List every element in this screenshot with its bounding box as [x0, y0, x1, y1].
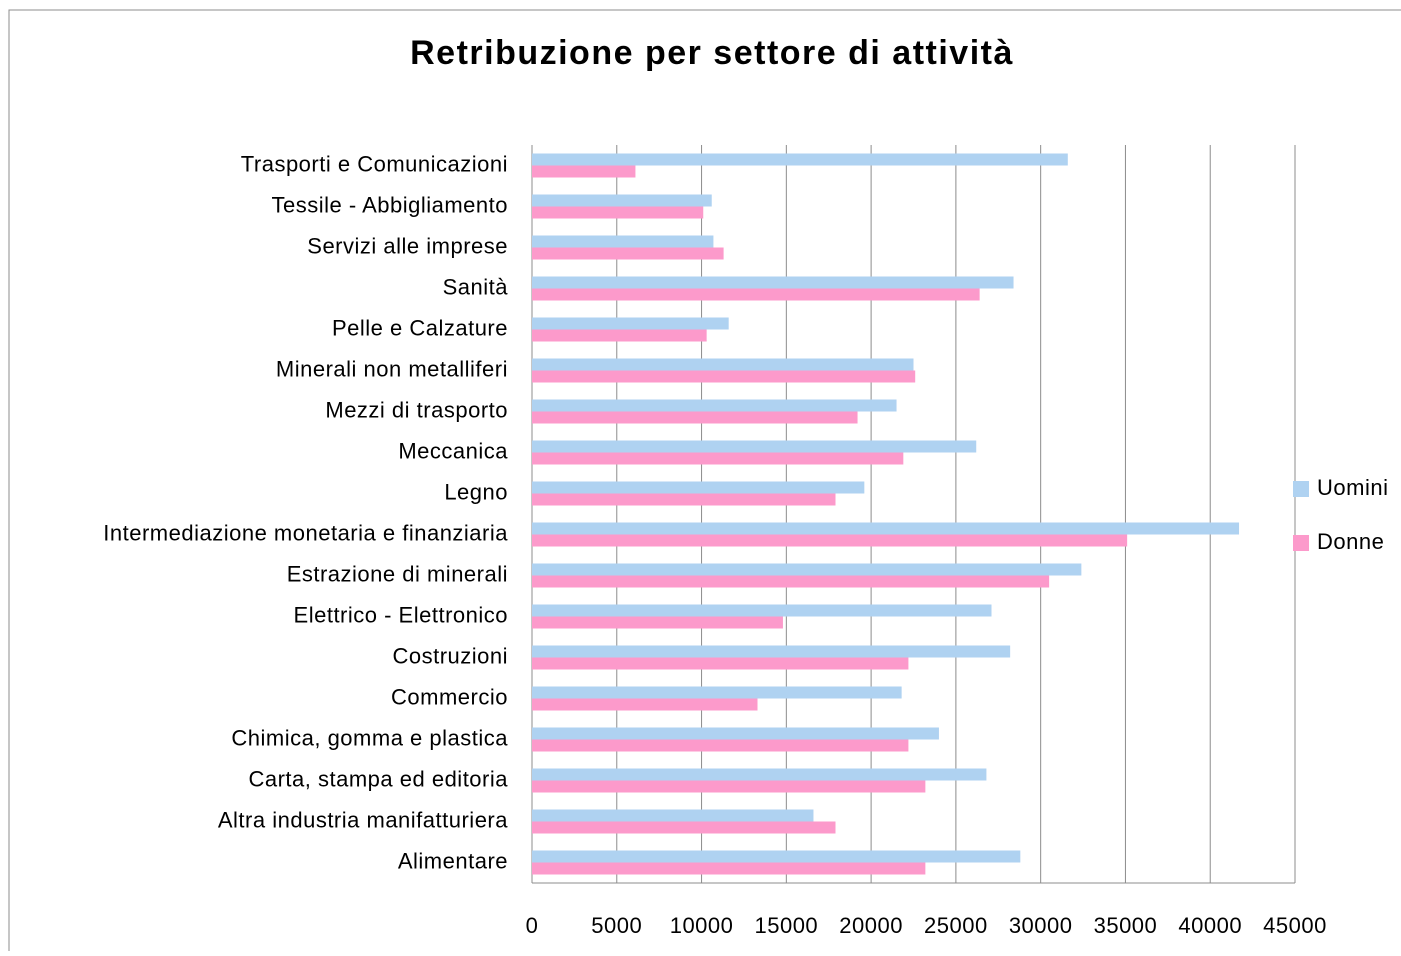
bar [532, 440, 977, 453]
bar [532, 604, 992, 617]
x-tick-label: 40000 [1178, 913, 1242, 938]
x-tick-label: 15000 [754, 913, 818, 938]
y-tick-label: Carta, stampa ed editoria [248, 766, 508, 791]
bar [532, 288, 980, 301]
y-tick-label: Servizi alle imprese [307, 233, 508, 258]
bar [532, 727, 939, 740]
bar [532, 768, 987, 781]
bar [532, 780, 926, 793]
y-tick-label: Meccanica [398, 438, 508, 463]
bar [532, 563, 1082, 576]
bar [532, 247, 724, 260]
y-tick-label: Trasporti e Comunicazioni [241, 151, 508, 176]
x-tick-label: 30000 [1009, 913, 1073, 938]
x-tick-label: 20000 [839, 913, 903, 938]
y-tick-label: Sanità [443, 274, 509, 299]
bar [532, 452, 904, 465]
y-tick-label: Pelle e Calzature [332, 315, 508, 340]
x-tick-label: 10000 [670, 913, 734, 938]
bar [532, 235, 714, 248]
y-tick-label: Intermediazione monetaria e finanziaria [103, 520, 508, 545]
bar [532, 411, 858, 424]
x-tick-label: 25000 [924, 913, 988, 938]
y-tick-label: Altra industria manifatturiera [218, 807, 508, 832]
bar [532, 821, 836, 834]
y-tick-label: Mezzi di trasporto [325, 397, 508, 422]
y-tick-label: Alimentare [398, 848, 508, 873]
y-tick-label: Commercio [391, 684, 508, 709]
x-tick-label: 35000 [1094, 913, 1158, 938]
bar [532, 575, 1050, 588]
chart-title: Retribuzione per settore di attività [410, 34, 1014, 72]
chart-border [8, 9, 1401, 956]
bar [532, 153, 1068, 166]
bar [532, 522, 1240, 535]
y-tick-label: Minerali non metalliferi [276, 356, 508, 381]
bar [532, 370, 916, 383]
bar [532, 358, 914, 371]
bar [532, 206, 704, 219]
bar [532, 317, 729, 330]
y-tick-label: Elettrico - Elettronico [294, 602, 508, 627]
bar [532, 194, 712, 207]
y-tick-label: Tessile - Abbigliamento [271, 192, 508, 217]
legend-swatch [1293, 481, 1309, 497]
bar [532, 686, 902, 699]
bar [532, 739, 909, 752]
x-tick-label: 5000 [591, 913, 642, 938]
bar [532, 850, 1021, 863]
bar [532, 329, 707, 342]
y-tick-label: Chimica, gomma e plastica [231, 725, 508, 750]
y-tick-label: Costruzioni [392, 643, 508, 668]
bar [532, 645, 1011, 658]
legend-label: Donne [1317, 529, 1384, 554]
bar [532, 616, 783, 629]
bar [532, 276, 1014, 289]
y-tick-label: Legno [444, 479, 508, 504]
bar [532, 657, 909, 670]
bar [532, 862, 926, 875]
bar [532, 493, 836, 506]
bar [532, 481, 865, 494]
y-tick-label: Estrazione di minerali [287, 561, 508, 586]
bar [532, 399, 897, 412]
x-tick-label: 45000 [1263, 913, 1327, 938]
bar [532, 534, 1128, 547]
bar [532, 809, 814, 822]
bar [532, 698, 758, 711]
bar [532, 165, 636, 178]
legend-label: Uomini [1317, 475, 1388, 500]
x-tick-label: 0 [526, 913, 539, 938]
legend-swatch [1293, 535, 1309, 551]
